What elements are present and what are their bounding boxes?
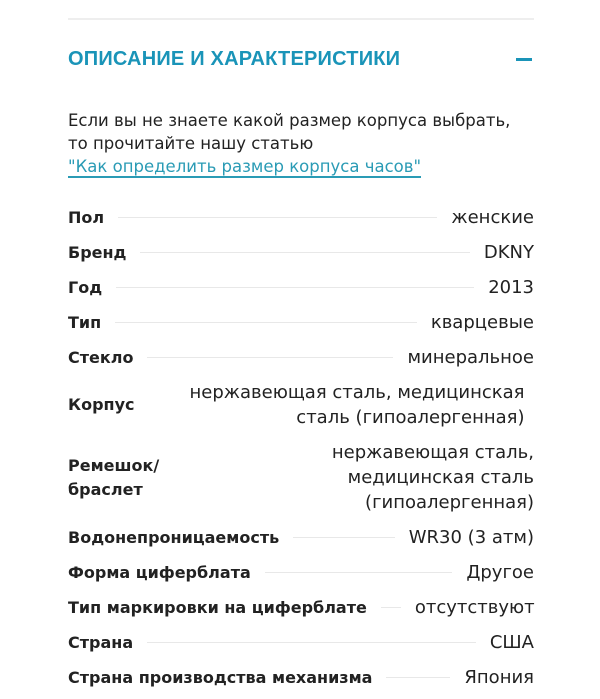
spec-row: Тип маркировки на циферблате отсутствуют: [68, 590, 535, 625]
spec-row: Бренд DKNY: [68, 235, 534, 270]
spec-row: Стекло минеральное: [68, 340, 534, 375]
spec-row: Год 2013: [68, 270, 534, 305]
spec-row: Страна США: [68, 625, 534, 660]
spec-label: Страна: [68, 632, 134, 652]
spec-label: Страна производства механизма: [68, 667, 373, 687]
spec-value: отсутствуют: [414, 597, 535, 618]
spec-label: Ремешок/ браслет: [68, 455, 160, 499]
intro-line-2: то прочитайте нашу статью: [68, 134, 314, 153]
spec-label: Год: [68, 277, 103, 297]
spec-value: минеральное: [407, 347, 534, 368]
spec-label: Стекло: [68, 347, 134, 367]
leader-line: [140, 252, 470, 253]
spec-row: Форма циферблата Другое: [68, 555, 534, 590]
spec-row: Ремешок/ браслет нержавеющая сталь, медиц…: [68, 435, 534, 520]
leader-line: [147, 357, 394, 358]
spec-label: Водонепроницаемость: [68, 527, 280, 547]
leader-line: [264, 572, 453, 573]
spec-label: Тип маркировки на циферблате: [68, 597, 367, 617]
section-header[interactable]: ОПИСАНИЕ И ХАРАКТЕРИСТИКИ: [68, 48, 534, 71]
leader-line: [380, 607, 401, 608]
spec-value: нержавеющая сталь, медицинская сталь (ги…: [331, 442, 534, 513]
section-title: ОПИСАНИЕ И ХАРАКТЕРИСТИКИ: [68, 48, 401, 70]
spec-value: Другое: [466, 562, 534, 583]
spec-value: США: [489, 632, 534, 653]
intro-text: Если вы не знаете какой размер корпуса в…: [68, 109, 534, 178]
case-size-article-link[interactable]: "Как определить размер корпуса часов": [68, 157, 422, 178]
spec-label: Тип: [68, 312, 102, 332]
spec-value: нержавеющая сталь, медицинская сталь (ги…: [189, 382, 525, 428]
spec-row: Водонепроницаемость WR30 (3 атм): [68, 520, 534, 555]
spec-row: Страна производства механизма Япония: [68, 660, 534, 695]
spec-label: Корпус: [68, 395, 135, 414]
spec-value: WR30 (3 атм): [408, 527, 534, 548]
intro-line-1: Если вы не знаете какой размер корпуса в…: [68, 111, 511, 130]
minus-icon[interactable]: [516, 58, 532, 61]
spec-value: 2013: [488, 277, 534, 298]
specs-list: Пол женские Бренд DKNY Год 2013 Тип кварцевы…: [68, 200, 535, 695]
spec-value: женские: [451, 207, 534, 228]
spec-value: DKNY: [483, 242, 534, 263]
spec-row: Тип кварцевые: [68, 305, 534, 340]
leader-line: [293, 537, 395, 538]
divider: [68, 18, 534, 20]
leader-line: [118, 217, 438, 218]
spec-row: Корпус нержавеющая сталь, медицинская ста…: [68, 375, 534, 435]
leader-line: [147, 642, 476, 643]
leader-line: [115, 322, 417, 323]
spec-row: Пол женские: [68, 200, 534, 235]
spec-label: Бренд: [68, 242, 127, 262]
spec-label: Форма циферблата: [68, 562, 251, 582]
spec-label: Пол: [68, 207, 105, 227]
leader-line: [116, 287, 475, 288]
leader-line: [386, 677, 451, 678]
spec-value: кварцевые: [430, 312, 534, 333]
spec-value: Япония: [464, 667, 534, 688]
